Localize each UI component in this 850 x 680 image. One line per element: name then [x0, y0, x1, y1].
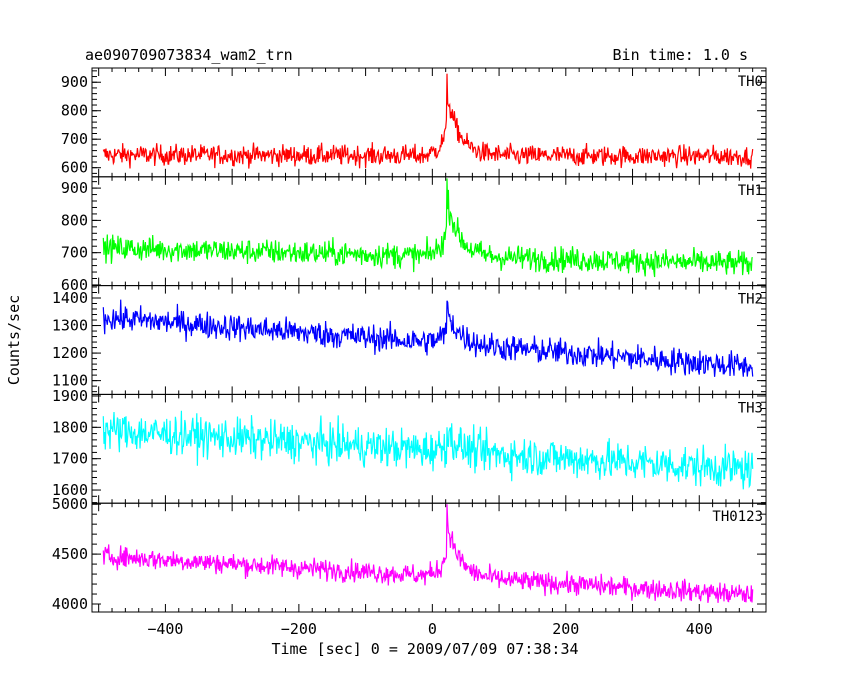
- panel-label: TH0: [738, 74, 763, 90]
- y-tick-label: 1800: [52, 418, 88, 436]
- panel-th2: 1100 1200 1300 1400 TH2: [52, 285, 767, 395]
- x-tick-label: −200: [281, 620, 317, 638]
- y-tick-label: 1200: [52, 344, 88, 362]
- bin-time-label: Bin time: 1.0 s: [613, 46, 748, 64]
- y-tick-label: 900: [61, 73, 88, 91]
- panels-group: 600 700 800 900 TH0 600 700 800 900 TH1 1100 1200 13…: [52, 67, 767, 613]
- panel-th0123: 4000 4500 5000 TH0123: [52, 495, 767, 613]
- panel-frame: [91, 502, 767, 613]
- panel-label: TH2: [738, 292, 763, 308]
- y-tick-label: 1400: [52, 289, 88, 307]
- y-tick-label: 1700: [52, 450, 88, 468]
- x-tick-label: 200: [552, 620, 579, 638]
- chart-title: ae090709073834_wam2_trn: [85, 46, 293, 64]
- series-line-th0123: [102, 504, 754, 603]
- y-tick-label: 600: [61, 159, 88, 177]
- panel-label: TH3: [738, 400, 763, 416]
- series-line-th0: [102, 73, 754, 169]
- panel-frame: [91, 176, 767, 287]
- x-axis-label: Time [sec] 0 = 2009/07/09 07:38:34: [271, 640, 578, 658]
- series-line-th1: [102, 178, 753, 278]
- panel-frame: [91, 393, 767, 504]
- y-tick-label: 900: [61, 179, 88, 197]
- panel-th3: 1600 1700 1800 1900 TH3: [52, 387, 767, 504]
- y-tick-label: 1300: [52, 317, 88, 335]
- y-tick-label: 5000: [52, 495, 88, 513]
- panel-th0: 600 700 800 900 TH0: [61, 67, 767, 178]
- x-tick-label: 400: [686, 620, 713, 638]
- series-line-th3: [102, 410, 754, 490]
- y-tick-label: 1900: [52, 387, 88, 405]
- panel-label: TH1: [738, 183, 763, 199]
- x-axis: −400 −200 0 200 400: [147, 620, 712, 638]
- x-tick-label: 0: [428, 620, 437, 638]
- y-tick-label: 4500: [52, 545, 88, 563]
- panel-th1: 600 700 800 900 TH1: [61, 176, 767, 294]
- y-tick-label: 800: [61, 102, 88, 120]
- y-tick-label: 1100: [52, 372, 88, 390]
- y-tick-label: 1600: [52, 481, 88, 499]
- y-axis-label: Counts/sec: [5, 295, 23, 385]
- y-tick-label: 4000: [52, 595, 88, 613]
- y-tick-label: 600: [61, 276, 88, 294]
- x-tick-label: −400: [147, 620, 183, 638]
- y-tick-label: 800: [61, 211, 88, 229]
- panel-label: TH0123: [712, 509, 763, 525]
- series-line-th2: [102, 299, 754, 377]
- y-tick-label: 700: [61, 244, 88, 262]
- y-tick-label: 700: [61, 130, 88, 148]
